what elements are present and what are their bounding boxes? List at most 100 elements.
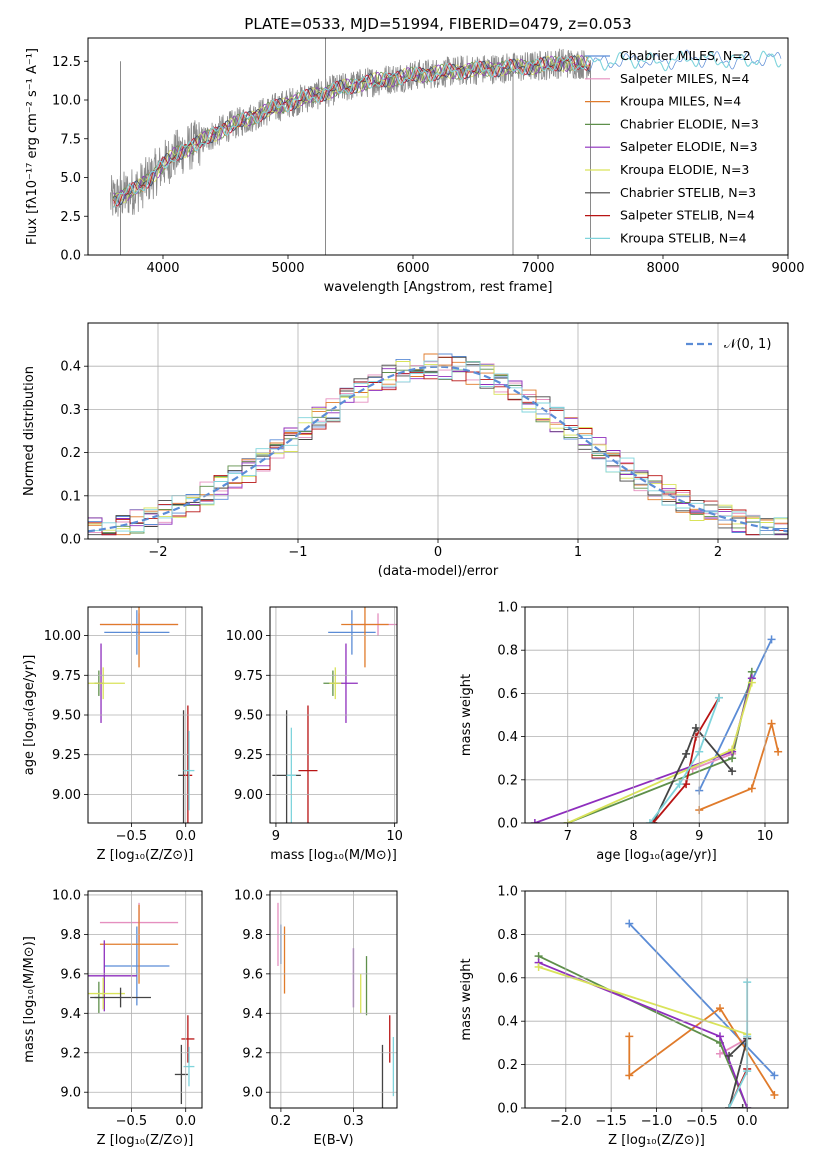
x-axis-label: age [log₁₀(age/yr)]	[596, 848, 717, 863]
x-axis-label: mass [log₁₀(M/M⊙)]	[270, 848, 397, 863]
panel-mass-vs-ebv: 0.2 0.3 9.0 9.2 9.4 9.6 9.8 10.0 E(B-V)	[234, 888, 398, 1148]
tick-label-y: 2.5	[60, 210, 81, 225]
legend-label: Chabrier STELIB, N=3	[620, 185, 756, 200]
tick-label-y: 0.2	[497, 1058, 518, 1073]
panel-mass-weight-vs-age: 7 8 9 10 0.0 0.2 0.4 0.6 0.8 1.0 age [log₁₀(age/yr…	[459, 601, 789, 863]
tick-label-y: 9.75	[234, 669, 263, 684]
observed-spectrum	[110, 48, 591, 217]
tick-label-y: 9.00	[234, 788, 263, 803]
tick-label-x: 1	[574, 545, 582, 560]
tick-label-y: 0.0	[497, 1102, 518, 1117]
tick-label-y: 9.50	[52, 709, 81, 724]
legend-label: Chabrier ELODIE, N=3	[620, 116, 759, 131]
tick-label-y: 12.5	[52, 55, 81, 70]
model-line	[112, 50, 782, 208]
tick-label-x: 10	[386, 829, 403, 844]
tick-label-x: 0.0	[175, 1114, 196, 1129]
tick-label-x: −0.5	[116, 829, 148, 844]
tick-label-x: 8000	[646, 261, 679, 276]
tick-label-x: 0	[434, 545, 442, 560]
axes-frame	[524, 890, 789, 1109]
tick-label-y: 9.25	[52, 748, 81, 763]
axes-frame	[524, 606, 789, 824]
model-line	[112, 55, 591, 201]
tick-label-y: 10.0	[52, 94, 81, 109]
model-line	[112, 49, 782, 206]
tick-label-x: −2.0	[550, 1114, 582, 1129]
weight-line	[652, 726, 733, 823]
tick-label-y: 9.8	[242, 928, 263, 943]
weight-line	[652, 697, 720, 823]
tick-label-y: 0.2	[497, 773, 518, 788]
model-line	[112, 55, 591, 201]
weight-line	[698, 639, 773, 791]
chart-title: PLATE=0533, MJD=51994, FIBERID=0479, z=0…	[244, 15, 631, 33]
tick-label-y: 9.00	[52, 788, 81, 803]
tick-label-x: 0.2	[271, 1114, 292, 1129]
tick-label-x: 0.0	[737, 1114, 758, 1129]
axes-frame	[87, 37, 789, 256]
tick-label-y: 9.8	[60, 928, 81, 943]
tick-label-y: 9.2	[60, 1046, 81, 1061]
panel-age-vs-mass: 9 10 9.00 9.25 9.50 9.75 10.00 mass [log₁₀(M/M⊙…	[226, 606, 403, 863]
tick-label-y: 0.0	[497, 817, 518, 832]
y-axis-label: Normed distribution	[22, 366, 37, 496]
legend-label: Kroupa MILES, N=4	[620, 94, 741, 109]
tick-label-x: −1.0	[641, 1114, 673, 1129]
panel-age-vs-Z: −0.5 0.0 9.00 9.25 9.50 9.75 10.00 Z [log₁₀(Z/Z…	[22, 606, 203, 863]
tick-label-y: 10.0	[52, 888, 81, 903]
panel-spectrum: 4000 5000 6000 7000 8000 9000 0.0 2.5 5.0 7.5 10.0…	[25, 15, 805, 295]
legend-label: Salpeter STELIB, N=4	[620, 208, 755, 223]
tick-label-y: 5.0	[60, 171, 81, 186]
tick-label-y: 0.1	[60, 489, 81, 504]
tick-label-y: 0.0	[60, 249, 81, 264]
x-axis-label: Z [log₁₀(Z/Z⊙)]	[608, 1133, 705, 1148]
tick-label-y: 10.0	[234, 888, 263, 903]
y-axis-label: Flux [fλ10⁻¹⁷ erg cm⁻² s⁻¹ A⁻¹]	[25, 48, 40, 245]
weight-line	[538, 955, 749, 1108]
tick-label-x: 9000	[771, 261, 804, 276]
model-line	[112, 56, 591, 207]
weight-line	[538, 966, 748, 1036]
axes-frame	[87, 890, 203, 1109]
tick-label-y: 10.00	[44, 629, 81, 644]
x-axis-label: Z [log₁₀(Z/Z⊙)]	[97, 1133, 194, 1148]
tick-label-x: −2	[148, 545, 167, 560]
plot-area	[272, 607, 397, 823]
weight-line	[728, 1035, 749, 1108]
legend-label: 𝒩(0, 1)	[724, 337, 771, 352]
legend-label: Salpeter ELODIE, N=3	[620, 139, 758, 154]
legend-label: Chabrier MILES, N=2	[620, 48, 751, 63]
y-axis-label: mass weight	[459, 674, 474, 756]
plot-area	[530, 635, 783, 823]
tick-label-x: −1.5	[595, 1114, 627, 1129]
tick-label-y: 0.0	[60, 533, 81, 548]
axes-frame	[87, 322, 789, 540]
tick-label-x: 5000	[271, 261, 304, 276]
tick-label-x: 6000	[396, 261, 429, 276]
tick-label-x: 8	[629, 829, 637, 844]
legend-label: Kroupa ELODIE, N=3	[620, 162, 749, 177]
tick-label-x: 2	[714, 545, 722, 560]
tick-label-x: −0.5	[686, 1114, 718, 1129]
legend-label: Kroupa STELIB, N=4	[620, 230, 747, 245]
weight-line	[538, 961, 749, 1108]
tick-label-y: 9.50	[234, 709, 263, 724]
x-axis-label: E(B-V)	[313, 1133, 353, 1148]
tick-label-y: 0.3	[60, 403, 81, 418]
axes-frame	[269, 890, 398, 1109]
tick-label-y: 9.0	[242, 1086, 263, 1101]
x-axis-label: wavelength [Angstrom, rest frame]	[324, 280, 553, 295]
tick-label-y: 9.4	[242, 1007, 263, 1022]
panel-mass-weight-vs-Z: −2.0 −1.5 −1.0 −0.5 0.0 0.0 0.2 0.4 0.6 0.8 1.0 Z […	[459, 885, 789, 1148]
tick-label-y: 9.6	[242, 967, 263, 982]
tick-label-y: 0.2	[60, 446, 81, 461]
axes-frame	[269, 606, 398, 824]
tick-label-y: 9.75	[52, 669, 81, 684]
x-axis-label: (data-model)/error	[378, 564, 499, 579]
tick-label-x: −1	[288, 545, 307, 560]
panel-mass-vs-Z: −0.5 0.0 9.0 9.2 9.4 9.6 9.8 10.0 Z [log₁₀(Z/Z⊙)…	[22, 888, 203, 1148]
plot-area	[277, 902, 395, 1108]
tick-label-x: 7	[564, 829, 572, 844]
